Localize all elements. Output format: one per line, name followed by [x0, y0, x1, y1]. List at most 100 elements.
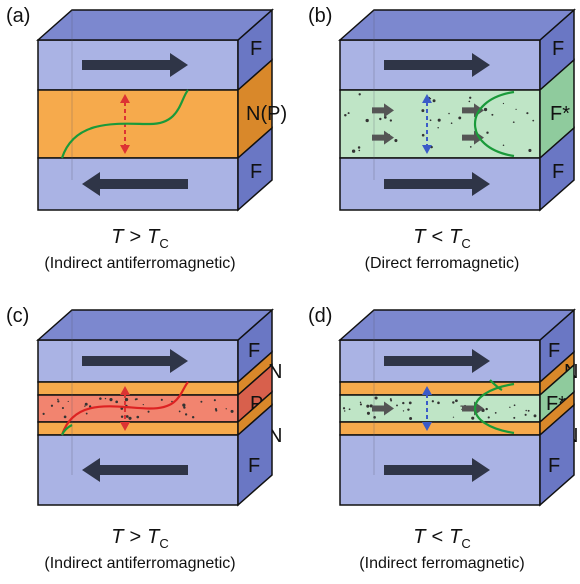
dot [375, 397, 378, 400]
dot [43, 413, 45, 415]
dot [366, 405, 369, 408]
dot [515, 109, 516, 110]
condition: T>TC [111, 226, 169, 251]
dot [422, 134, 425, 137]
dot [182, 403, 185, 406]
condition-op: > [129, 526, 141, 548]
dot [179, 411, 181, 413]
dot [453, 417, 454, 418]
dot [503, 145, 505, 147]
dot [468, 101, 470, 103]
dot [51, 405, 53, 407]
layer-front [340, 395, 540, 422]
dot [360, 402, 361, 403]
condition: T>TC [111, 526, 169, 551]
panel: (d)FNF*NFT<TC(Indirect ferromagnetic) [308, 305, 578, 572]
caption: (Direct ferromagnetic) [365, 255, 520, 272]
dot [390, 400, 392, 402]
dot [215, 410, 217, 412]
dot [344, 410, 345, 411]
dot [458, 116, 461, 119]
dot [528, 410, 530, 412]
condition-sub: C [159, 236, 168, 251]
dot [161, 399, 163, 401]
dot [455, 399, 458, 402]
panel: (b)FF*FT<TC(Direct ferromagnetic) [308, 5, 574, 272]
dot [105, 398, 106, 399]
layer-top [38, 310, 272, 340]
condition-lhs: T [413, 226, 427, 248]
layer-label: F [552, 38, 564, 60]
dot [437, 402, 440, 405]
dot [438, 119, 441, 122]
dot [200, 401, 202, 403]
dot [183, 406, 185, 408]
dot [135, 398, 137, 400]
dot [484, 108, 487, 111]
dot [379, 118, 381, 120]
dot [126, 415, 129, 418]
dot [359, 93, 361, 95]
panel-tag: (d) [308, 305, 332, 327]
dot [343, 407, 345, 409]
condition-sub: C [159, 536, 168, 551]
dot [84, 406, 85, 407]
dot [451, 122, 453, 124]
layer-label: F [248, 455, 260, 477]
dot [358, 150, 360, 152]
dot [514, 404, 516, 406]
dot [402, 402, 404, 404]
condition-sub: C [461, 236, 470, 251]
dot [403, 410, 404, 411]
dot [231, 411, 233, 413]
condition-op: < [431, 526, 443, 548]
layer-label: F [248, 340, 260, 362]
condition: T<TC [413, 526, 471, 551]
dot [396, 404, 398, 406]
layer-label: F [548, 340, 560, 362]
condition-op: < [431, 226, 443, 248]
dot [185, 413, 187, 415]
dot [62, 407, 64, 409]
panel-tag: (b) [308, 5, 332, 27]
dot [532, 120, 534, 122]
dot [57, 400, 59, 402]
caption: (Indirect antiferromagnetic) [44, 255, 235, 272]
dot [448, 113, 450, 115]
dot [470, 146, 472, 148]
dot [360, 403, 362, 405]
dot [99, 397, 102, 400]
dot [348, 112, 350, 114]
dot [344, 114, 346, 116]
dot [503, 103, 504, 104]
dot [409, 417, 412, 420]
dot [437, 127, 438, 128]
layer-front [340, 90, 540, 158]
dot [373, 416, 376, 419]
dot [486, 131, 488, 133]
dot [513, 121, 515, 123]
condition: T<TC [413, 226, 471, 251]
dot [488, 416, 490, 418]
dot [430, 119, 432, 121]
condition-sub: C [461, 536, 470, 551]
dot [57, 399, 59, 401]
dot [148, 411, 150, 413]
dot [367, 412, 370, 415]
dot [136, 416, 139, 419]
layer-label: N(P) [246, 103, 287, 125]
layer-label: F* [550, 103, 570, 125]
dot [394, 139, 397, 142]
layer-label: F [250, 38, 262, 60]
dot [433, 99, 436, 102]
dot [352, 150, 355, 153]
dot [525, 410, 527, 412]
dot [85, 403, 88, 406]
layer-front [38, 382, 238, 395]
panel-tag: (a) [6, 5, 30, 27]
dot [432, 400, 434, 402]
panel-tag: (c) [6, 305, 29, 327]
dot [534, 414, 537, 417]
dot [358, 146, 360, 148]
dot [407, 408, 409, 410]
